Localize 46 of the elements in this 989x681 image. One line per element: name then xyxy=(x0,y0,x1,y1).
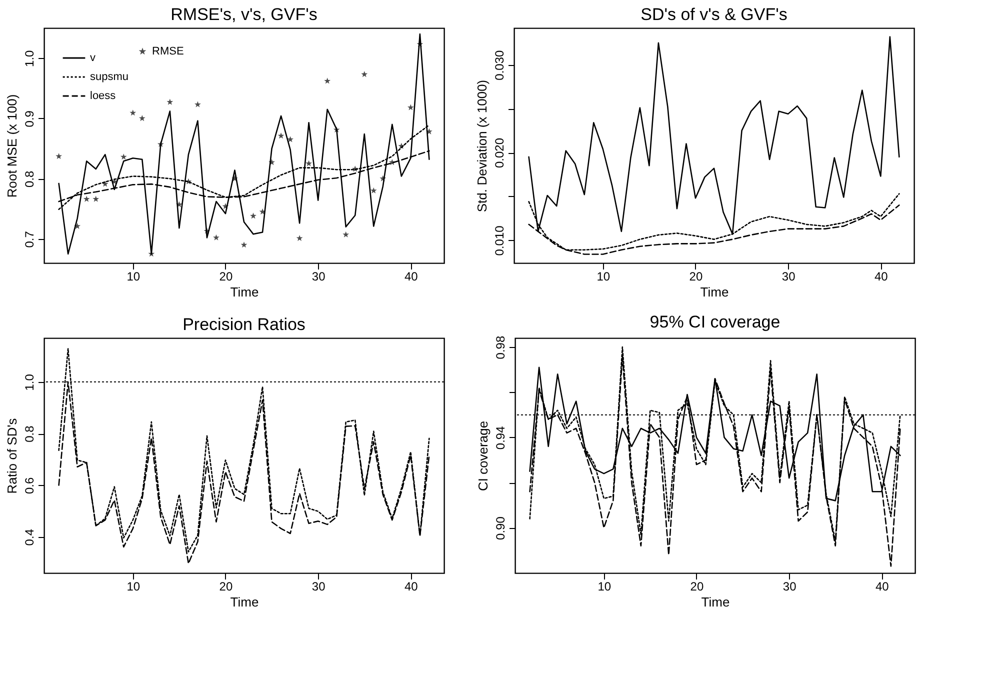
x-tick-label: 20 xyxy=(690,580,704,594)
x-tick-label: 10 xyxy=(126,270,140,284)
y-tick-label: 0.7 xyxy=(22,230,36,248)
y-tick-label: 1.0 xyxy=(22,374,36,391)
chart-title: SD's of v's & GVF's xyxy=(640,5,788,24)
y-tick-label: 0.8 xyxy=(22,170,36,188)
y-tick-label: 0.94 xyxy=(494,426,508,450)
y-tick-label: 0.030 xyxy=(492,50,506,80)
y-axis-title: Root MSE (x 100) xyxy=(4,94,20,198)
y-axis-title: Std. Deviation (x 1000) xyxy=(474,80,490,212)
chart-title: Precision Ratios xyxy=(182,315,306,334)
x-tick-label: 40 xyxy=(874,270,888,284)
y-tick-label: 0.020 xyxy=(492,138,506,168)
chart-title: 95% CI coverage xyxy=(650,312,780,332)
y-tick-label: 0.8 xyxy=(22,425,36,442)
x-tick-label: 10 xyxy=(596,270,610,284)
y-tick-label: 0.010 xyxy=(492,225,506,256)
y-axis-title: CI coverage xyxy=(476,420,490,492)
chart-title: RMSE's, v's, GVF's xyxy=(170,5,318,24)
legend-label: supsmu xyxy=(90,71,129,83)
y-tick-label: 0.90 xyxy=(494,516,508,540)
x-tick-label: 10 xyxy=(126,580,140,594)
x-tick-label: 40 xyxy=(875,580,890,594)
legend-label: loess xyxy=(90,90,116,102)
x-tick-label: 30 xyxy=(312,580,326,594)
x-axis-title: Time xyxy=(700,284,729,300)
x-tick-label: 10 xyxy=(598,580,612,594)
y-tick-label: 0.98 xyxy=(494,336,508,360)
x-axis-title: Time xyxy=(701,594,730,610)
legend-label: v xyxy=(90,52,96,64)
y-axis-title: Ratio of SD's xyxy=(4,418,20,494)
legend-label: RMSE xyxy=(152,46,184,58)
x-tick-label: 20 xyxy=(219,580,233,594)
x-axis-title: Time xyxy=(230,594,259,610)
x-tick-label: 40 xyxy=(404,270,418,284)
x-tick-label: 20 xyxy=(689,270,703,284)
x-tick-label: 40 xyxy=(404,580,418,594)
y-tick-label: 0.6 xyxy=(22,477,36,494)
y-tick-label: 0.9 xyxy=(22,110,36,128)
x-axis-title: Time xyxy=(230,284,259,300)
x-tick-label: 30 xyxy=(312,270,326,284)
x-tick-label: 30 xyxy=(782,270,796,284)
y-tick-label: 0.4 xyxy=(22,528,36,546)
y-tick-label: 1.0 xyxy=(22,50,36,67)
x-tick-label: 30 xyxy=(782,580,797,594)
x-tick-label: 20 xyxy=(219,270,233,284)
